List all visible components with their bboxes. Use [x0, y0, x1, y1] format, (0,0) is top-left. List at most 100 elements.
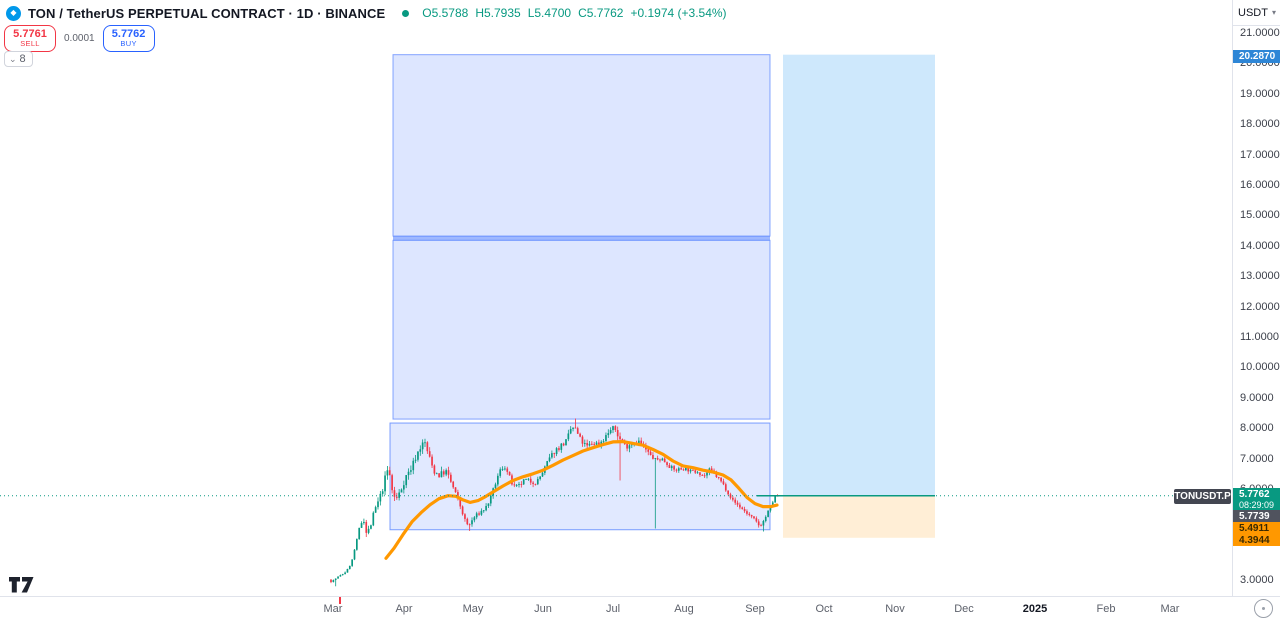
- candle-body: [569, 428, 572, 434]
- candle-body: [607, 433, 610, 436]
- ma-line[interactable]: [384, 440, 779, 560]
- candle-body: [668, 465, 671, 469]
- candle-body: [612, 426, 614, 431]
- candle-body: [602, 441, 605, 443]
- candle-body: [428, 451, 431, 457]
- price-axis[interactable]: USDT ▾ 21.0000 20.0000 19.0000 18.0000 17.00…: [1232, 0, 1280, 596]
- order-price-label-2[interactable]: 4.3944: [1233, 534, 1280, 546]
- currency-selector[interactable]: USDT ▾: [1233, 0, 1280, 26]
- candle-body: [348, 565, 351, 570]
- candle-body: [734, 499, 737, 503]
- candle-body: [546, 461, 549, 467]
- candle-body: [412, 460, 415, 471]
- candle-body: [649, 451, 652, 456]
- buy-label: BUY: [120, 39, 137, 48]
- order-price-label-1[interactable]: 5.4911: [1233, 522, 1280, 534]
- accumulation-range-box[interactable]: [389, 422, 771, 531]
- buy-button[interactable]: 5.7762 BUY: [102, 25, 155, 52]
- tradingview-logo[interactable]: [8, 576, 38, 599]
- candle-body: [332, 580, 335, 583]
- candle-body: [638, 440, 640, 444]
- symbol-title[interactable]: TON / TetherUS PERPETUAL CONTRACT · 1D ·…: [28, 5, 386, 21]
- candle-body: [677, 468, 680, 471]
- zone-divider[interactable]: [393, 236, 770, 241]
- candle-body: [689, 469, 692, 472]
- price-tick: 18.0000: [1240, 118, 1280, 131]
- candle-body: [551, 453, 553, 458]
- entry-price-label[interactable]: 5.7739: [1233, 510, 1280, 522]
- candle-body: [475, 513, 478, 518]
- candle-body: [377, 501, 379, 508]
- candle-body: [374, 507, 377, 513]
- candle-body: [640, 440, 643, 444]
- candle-body: [717, 477, 720, 478]
- candle-body: [666, 462, 668, 466]
- candle-body: [729, 494, 732, 498]
- interval-dropdown[interactable]: ⌄ 8: [4, 51, 33, 67]
- candle-body: [452, 481, 455, 488]
- time-tick-nov: Nov: [885, 603, 905, 615]
- candle-body: [363, 521, 365, 524]
- candle-body: [334, 578, 337, 581]
- time-tick-sep: Sep: [745, 603, 765, 615]
- candle-body: [497, 475, 499, 485]
- time-tick-aug: Aug: [674, 603, 694, 615]
- candle-body: [567, 433, 570, 440]
- candle-body: [414, 459, 417, 461]
- candle-body: [419, 449, 422, 452]
- candle-body: [536, 478, 539, 485]
- market-status-icon[interactable]: [402, 9, 410, 17]
- candle-body: [565, 439, 567, 446]
- loss-zone[interactable]: [783, 495, 935, 538]
- candle-body: [346, 569, 349, 573]
- candle-body: [372, 512, 375, 526]
- candle-body: [513, 484, 516, 486]
- candle-body: [388, 470, 391, 476]
- candle-body: [358, 527, 361, 540]
- candle-body: [774, 495, 776, 503]
- candle-body: [755, 518, 758, 522]
- chevron-down-icon: ⌄: [9, 53, 17, 64]
- symbol-legend: ◆ TON / TetherUS PERPETUAL CONTRACT · 1D…: [6, 3, 727, 23]
- candle-body: [661, 458, 664, 461]
- candle-body: [426, 442, 429, 452]
- candle-body: [609, 430, 612, 434]
- target-box-upper[interactable]: [392, 54, 771, 237]
- candle-body: [356, 539, 358, 550]
- price-tick: 8.0000: [1240, 422, 1274, 435]
- currency-label: USDT: [1238, 6, 1268, 19]
- target-box-lower[interactable]: [392, 239, 771, 420]
- candle-body: [480, 510, 483, 515]
- target-price-label[interactable]: 20.2870: [1233, 50, 1280, 63]
- candle-body: [457, 492, 459, 499]
- sell-button[interactable]: 5.7761 SELL: [4, 25, 56, 52]
- candle-body: [562, 443, 565, 446]
- candle-body: [685, 466, 687, 471]
- candle-body: [687, 466, 690, 472]
- axis-settings-icon[interactable]: [1254, 599, 1273, 618]
- price-chart-canvas[interactable]: [0, 0, 1232, 596]
- profit-zone[interactable]: [783, 54, 935, 496]
- current-price-label[interactable]: 5.7762 08:29:09: [1233, 488, 1280, 510]
- candle-body: [461, 506, 464, 515]
- candle-body: [485, 505, 487, 511]
- candle-body: [445, 470, 447, 475]
- candle-body: [438, 473, 440, 478]
- time-axis[interactable]: Mar Apr May Jun Jul Aug Sep Oct Nov Dec 2025 Feb Mar: [0, 596, 1280, 621]
- candle-body: [696, 472, 699, 474]
- candle-body: [494, 484, 497, 489]
- ohlc-close: C5.7762: [578, 6, 624, 20]
- candle-body: [591, 443, 593, 445]
- candle-body: [757, 521, 760, 526]
- price-line-symbol-flag[interactable]: TONUSDT.P: [1174, 489, 1231, 504]
- candle-body: [762, 520, 765, 526]
- candle-body: [628, 445, 631, 449]
- candle-body: [760, 525, 762, 527]
- candle-body: [706, 472, 708, 476]
- candle-body: [572, 427, 574, 429]
- candle-body: [482, 510, 485, 512]
- candle-body: [670, 466, 673, 469]
- candle-body: [391, 475, 393, 491]
- price-tick: 12.0000: [1240, 300, 1280, 313]
- time-tick-2025: 2025: [1022, 603, 1048, 615]
